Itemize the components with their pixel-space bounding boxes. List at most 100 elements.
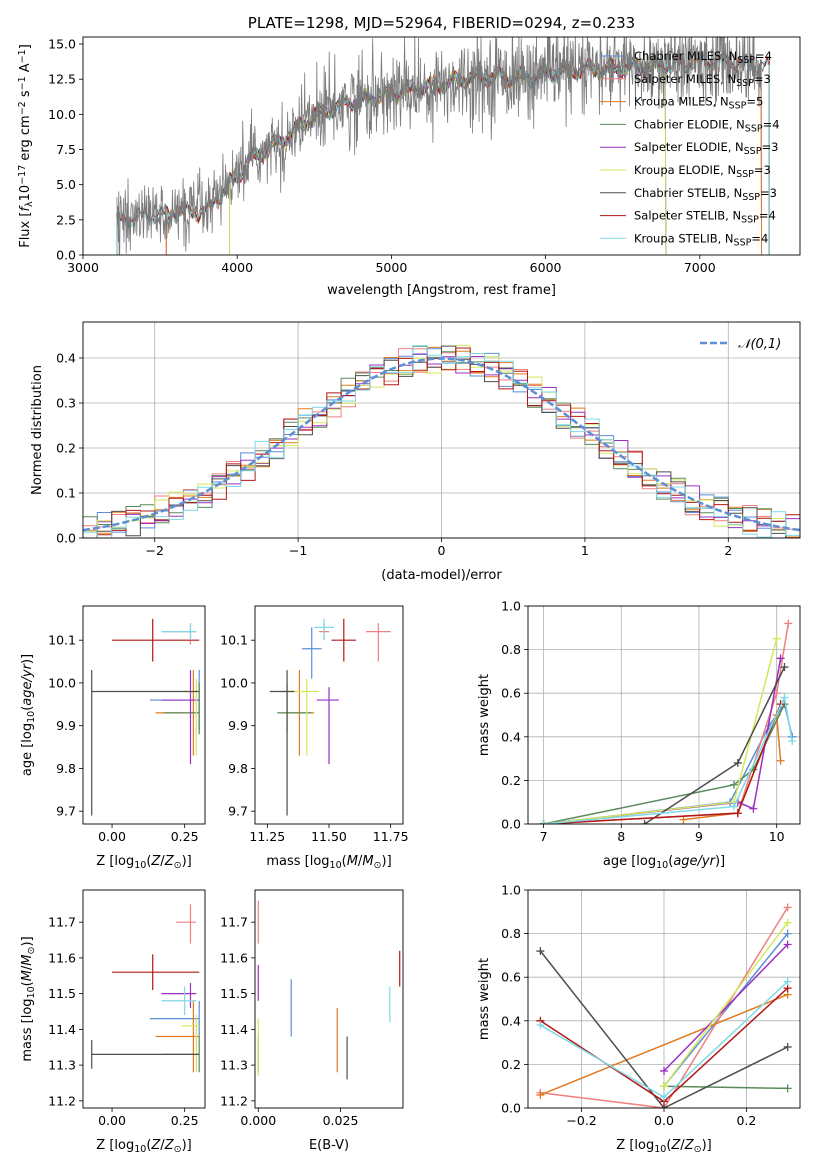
mass-weight-line — [663, 933, 789, 1087]
plot-area — [536, 903, 792, 1108]
y-tick-label: 0.2 — [501, 1057, 521, 1072]
mass-weight-marker — [783, 1042, 792, 1051]
mass-weight-marker — [660, 1082, 668, 1091]
legend-label: Chabrier ELODIE, NSSP=4 — [634, 117, 780, 134]
mass-vs-ebv-panel: 0.000 0.025 11.2 11.3 11.4 11.5 11.6 11.7 E(B-V) — [220, 889, 404, 1153]
y-axis-label: mass [log10(M/M⊙)] — [20, 936, 37, 1061]
axes-frame — [527, 605, 801, 825]
y-tick-label: 9.8 — [56, 761, 76, 776]
x-tick-label: 6000 — [530, 260, 562, 275]
x-tick-label: 0.25 — [171, 829, 199, 844]
mass-weight-marker — [536, 947, 545, 956]
mass-weight-line — [663, 1085, 788, 1090]
x-tick-label: 0.000 — [240, 1113, 276, 1128]
y-tick-label: 11.4 — [48, 1022, 76, 1037]
axes-frame — [82, 889, 206, 1109]
x-tick-label: 0.25 — [171, 1113, 199, 1128]
mass-vs-metallicity-panel: 0.00 0.25 11.2 11.3 11.4 11.5 11.6 11.7 Z [log10… — [20, 889, 206, 1155]
histogram-step-line — [83, 347, 800, 538]
y-tick-label: 0.2 — [56, 441, 76, 456]
mass-weight-marker — [783, 940, 792, 949]
y-tick-label: 11.3 — [48, 1058, 76, 1073]
y-tick-label: 11.2 — [220, 1093, 248, 1108]
legend-label: Kroupa ELODIE, NSSP=3 — [634, 163, 771, 180]
y-tick-label: 1.0 — [501, 599, 521, 614]
axes-frame — [527, 889, 801, 1109]
y-tick-label: 0.4 — [501, 729, 521, 744]
mass-weight-marker — [783, 977, 792, 986]
x-axis-label: Z [log10(Z/Z⊙)] — [96, 854, 191, 871]
mass-weight-marker — [733, 758, 742, 767]
y-tick-label: 7.5 — [56, 142, 76, 157]
legend-label: Kroupa MILES, NSSP=5 — [634, 95, 763, 112]
y-tick-label: 0.6 — [501, 970, 521, 985]
x-axis-label: Z [log10(Z/Z⊙)] — [616, 1138, 711, 1155]
y-tick-label: 9.7 — [228, 804, 248, 819]
mass-weight-line — [543, 703, 786, 824]
mass-weight-marker — [772, 634, 781, 643]
y-tick-label: 12.5 — [48, 72, 76, 87]
x-tick-label: −0.2 — [566, 1113, 596, 1128]
axes-frame — [254, 605, 404, 825]
x-tick-label: 0.2 — [736, 1113, 756, 1128]
y-tick-label: 0.6 — [501, 686, 521, 701]
mass-weight-marker — [660, 1093, 668, 1102]
legend-label: Salpeter ELODIE, NSSP=3 — [634, 140, 778, 157]
y-axis-label: mass weight — [477, 958, 492, 1040]
histogram-step-line — [83, 345, 800, 538]
y-tick-label: 1.0 — [501, 883, 521, 898]
x-tick-label: 0 — [438, 543, 446, 558]
residual-histogram-panel: −2 −1 0 1 2 0.0 0.1 0.2 0.3 0.4 (data-model)/error… — [30, 321, 801, 583]
plot-area — [91, 904, 200, 1073]
y-tick-label: 0.4 — [501, 1013, 521, 1028]
legend-label: Kroupa STELIB, NSSP=4 — [634, 231, 768, 248]
axes-frame — [82, 605, 206, 825]
mass-weight-vs-age-panel: 7 8 9 10 0.0 0.2 0.4 0.6 0.8 1.0 age [log10(age/yr… — [477, 599, 801, 871]
x-tick-label: 2 — [724, 543, 732, 558]
spectrum-data-line — [116, 37, 762, 255]
y-tick-label: 2.5 — [56, 212, 76, 227]
age-vs-metallicity-panel: 0.00 0.25 9.7 9.8 9.9 10.0 10.1 Z [log10(Z/Z⊙)]… — [20, 605, 206, 871]
x-tick-label: 9 — [695, 829, 703, 844]
y-tick-label: 10.0 — [48, 107, 76, 122]
x-tick-label: 5000 — [375, 260, 407, 275]
mass-weight-marker — [783, 903, 792, 912]
x-tick-label: −2 — [145, 543, 163, 558]
plot-area — [116, 37, 770, 255]
mass-weight-marker — [784, 619, 793, 628]
y-tick-label: 11.4 — [220, 1022, 248, 1037]
mass-weight-vs-metallicity-panel: −0.2 0.0 0.2 0.0 0.2 0.4 0.6 0.8 1.0 Z [log10(Z/Z… — [477, 883, 801, 1155]
mass-weight-marker — [788, 737, 797, 746]
x-axis-label: (data-model)/error — [381, 568, 502, 583]
mass-weight-line — [663, 943, 789, 1072]
plot-area — [83, 344, 800, 538]
plot-area — [257, 900, 401, 1080]
y-tick-label: 0.4 — [56, 351, 76, 366]
x-axis-label: mass [log10(M/M⊙)] — [266, 854, 391, 871]
y-tick-label: 0.2 — [501, 773, 521, 788]
mass-weight-line — [540, 907, 789, 1108]
mass-weight-marker — [539, 820, 548, 824]
axes-frame — [254, 889, 404, 1109]
mass-weight-marker — [749, 804, 758, 813]
x-tick-label: 3000 — [67, 260, 99, 275]
plot-area — [269, 618, 391, 816]
x-tick-label: 11.75 — [373, 829, 409, 844]
mass-weight-line — [663, 922, 789, 1087]
age-vs-mass-panel: 11.25 11.50 11.75 9.7 9.8 9.9 10.0 10.1 mass [lo… — [220, 605, 409, 871]
x-axis-label: Z [log10(Z/Z⊙)] — [96, 1138, 191, 1155]
x-tick-label: 0.0 — [654, 1113, 674, 1128]
mass-weight-line — [540, 993, 788, 1096]
y-tick-label: 11.2 — [48, 1093, 76, 1108]
axes-frame — [82, 36, 801, 256]
y-tick-label: 5.0 — [56, 177, 76, 192]
y-tick-label: 10.1 — [48, 633, 76, 648]
mass-weight-marker — [783, 1084, 792, 1093]
plot-area — [539, 619, 797, 824]
y-tick-label: 0.1 — [56, 486, 76, 501]
legend-label: Salpeter MILES, NSSP=3 — [634, 72, 771, 89]
mass-weight-marker — [780, 693, 789, 702]
legend-label: Salpeter STELIB, NSSP=4 — [634, 209, 776, 226]
chart-title: PLATE=1298, MJD=52964, FIBERID=0294, z=0… — [248, 14, 635, 32]
histogram-step-line — [83, 344, 800, 538]
